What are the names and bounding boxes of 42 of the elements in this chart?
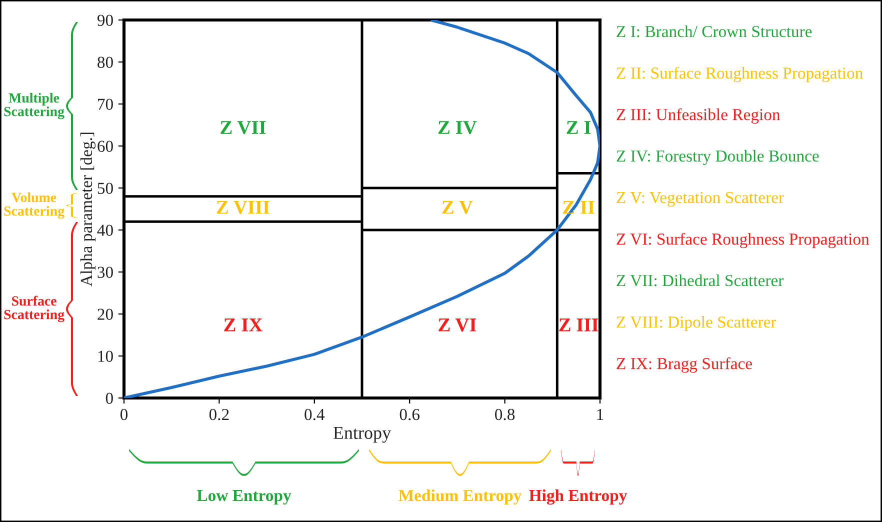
y-tick-label: 60	[98, 140, 113, 152]
y-tick-label: 50	[98, 182, 113, 194]
y-tick-label: 10	[98, 350, 113, 362]
x-axis-title: Entropy	[333, 426, 392, 443]
y-tick-label: 80	[98, 56, 113, 68]
annotation: Z VI	[438, 318, 476, 332]
y-tick-label: 40	[97, 224, 113, 236]
text: Z VII: Dihedral Scatterer	[616, 274, 784, 286]
text: Medium Entropy	[398, 489, 522, 505]
y-tick-label: 90	[97, 14, 113, 26]
annotation: Z II	[563, 200, 594, 214]
annotation: Z IX	[224, 318, 262, 332]
text: Low Entropy	[196, 490, 292, 505]
text: Z VI: Surface Roughness Propagation	[616, 232, 870, 248]
y-tick-label: 70	[98, 98, 113, 110]
text: Volume Scattering	[4, 192, 64, 219]
text: Z VIII: Dipole Scatterer	[616, 316, 776, 332]
y-tick-label: 30	[98, 266, 113, 278]
annotation: Z VIII	[216, 200, 270, 214]
text: Z IX: Bragg Surface	[616, 357, 752, 373]
x-tick-label: 1	[597, 408, 604, 420]
annotation: Z I	[566, 121, 591, 134]
y-tick-label: 0	[106, 392, 113, 404]
text: Z I: Branch/ Crown Structure	[616, 25, 812, 38]
text: Z III: Unfeasible Region	[616, 108, 780, 124]
x-tick-label: 0.2	[209, 408, 229, 420]
annotation: Z V	[442, 200, 473, 214]
text: Z IV: Forestry Double Bounce	[616, 150, 819, 166]
annotation: Z III	[559, 318, 598, 332]
annotation: Z IV	[438, 121, 477, 134]
text: Z II: Surface Roughness Propagation	[616, 66, 863, 82]
text: High Entropy	[529, 489, 628, 505]
y-tick-label: 20	[98, 308, 113, 320]
text: Multiple Scattering	[4, 92, 64, 120]
x-tick-label: 0.4	[304, 408, 325, 420]
x-tick-label: 0.6	[400, 408, 420, 420]
text: Surface Scattering	[4, 296, 64, 322]
text: Z V: Vegetation Scatterer	[616, 192, 784, 207]
x-tick-label: 0.8	[495, 408, 515, 420]
x-tick-label: 0	[120, 408, 128, 420]
annotation: Z VII	[220, 121, 266, 134]
y-axis-title: Alpha parameter [deg.]	[80, 132, 96, 286]
